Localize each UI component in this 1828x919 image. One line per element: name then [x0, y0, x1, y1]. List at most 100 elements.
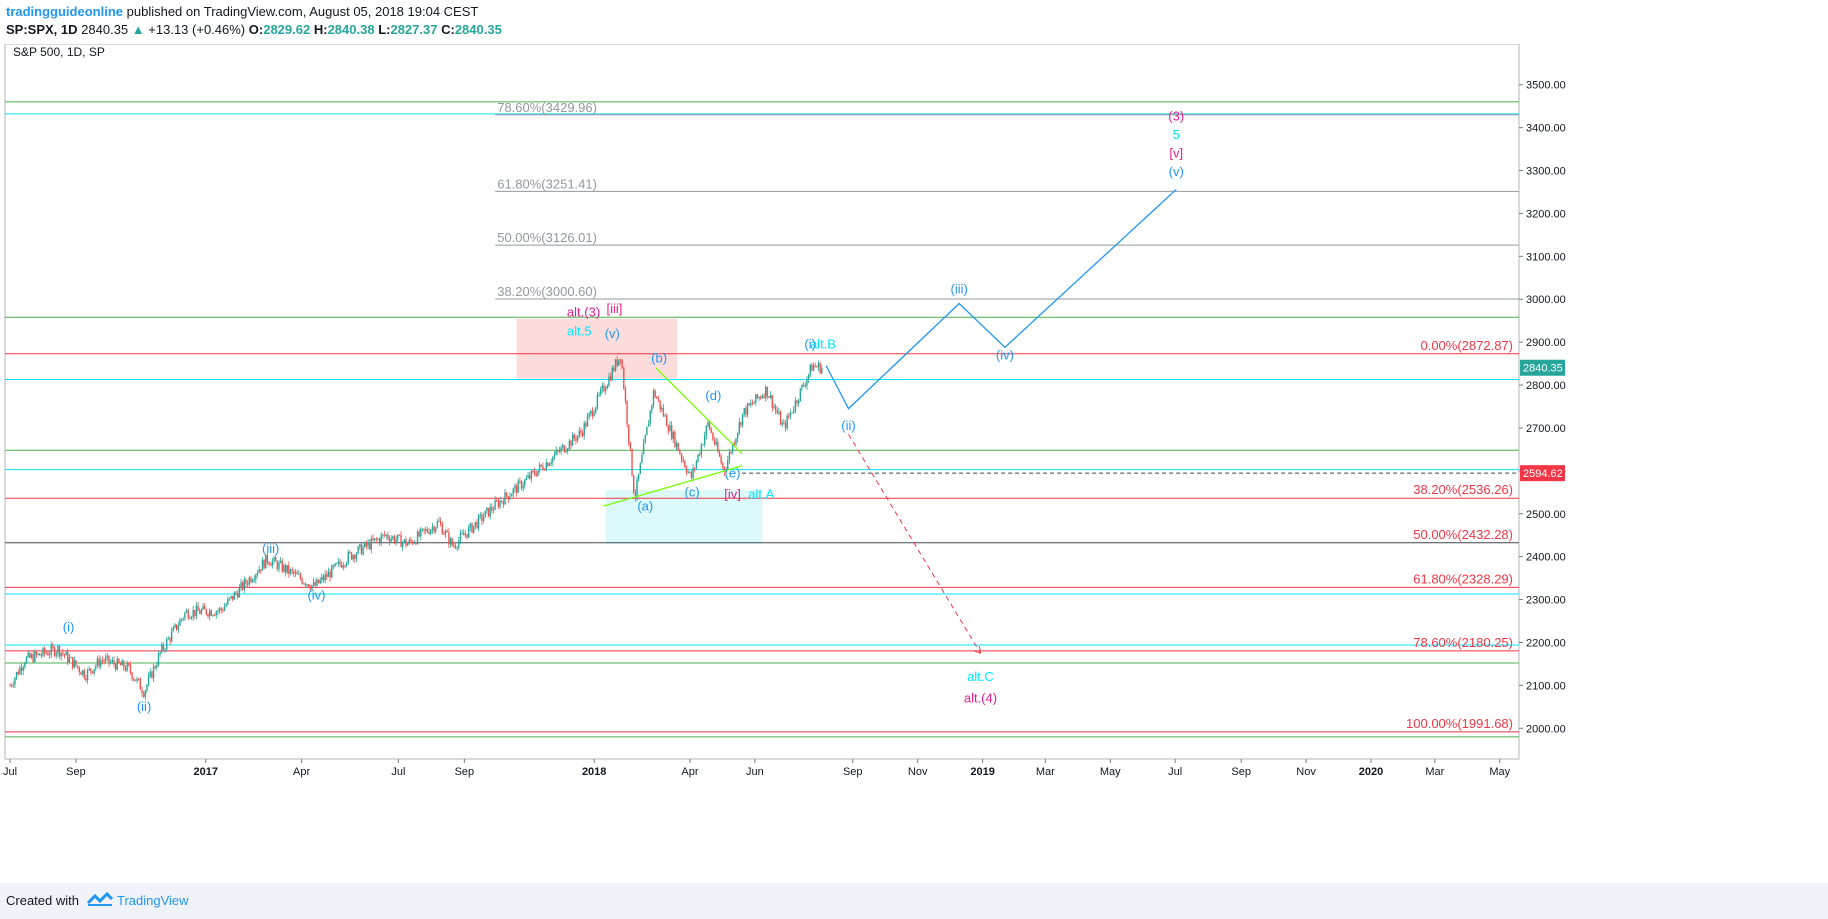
candle — [113, 660, 115, 665]
candle — [593, 412, 595, 417]
candle — [532, 470, 534, 472]
x-tick-label: Sep — [455, 766, 475, 778]
x-tick-label: May — [1100, 766, 1121, 778]
y-tick-label: 2300.00 — [1526, 595, 1566, 607]
candle — [359, 544, 361, 547]
candle — [443, 533, 445, 535]
candle — [228, 597, 231, 600]
wave-label: alt.(3) — [567, 304, 600, 319]
candle — [347, 551, 349, 563]
candle — [57, 646, 59, 653]
wave-label: (i) — [63, 620, 75, 635]
wave-label: [iii] — [606, 301, 622, 316]
candle — [451, 538, 453, 546]
open-value: 2829.62 — [263, 22, 311, 37]
candle — [218, 608, 221, 611]
candle — [250, 577, 252, 582]
candle — [542, 466, 544, 470]
candle — [133, 679, 135, 681]
candle — [618, 359, 620, 366]
candle — [108, 655, 110, 663]
y-tick-label: 2800.00 — [1526, 380, 1566, 392]
candle — [674, 431, 676, 447]
candle — [98, 658, 100, 667]
candle — [552, 456, 554, 463]
wave-label: (v) — [1169, 164, 1184, 179]
candle — [555, 450, 557, 455]
candle — [258, 569, 260, 573]
candle — [804, 385, 806, 387]
candle — [278, 562, 280, 570]
x-tick-label: 2017 — [194, 766, 218, 778]
candle — [105, 657, 107, 662]
candle — [45, 653, 47, 655]
candle — [301, 578, 303, 584]
candle — [266, 554, 269, 563]
candle — [727, 460, 729, 470]
x-tick-label: 2019 — [970, 766, 994, 778]
candle — [598, 394, 600, 396]
candle — [666, 415, 668, 427]
candle — [740, 422, 742, 426]
candle — [547, 462, 549, 467]
author-link[interactable]: tradingguideonline — [6, 4, 123, 19]
price-chart[interactable]: 78.60%(3429.96) 61.80%(3251.41) 50.00%(312… — [0, 44, 1828, 883]
candle — [472, 525, 475, 533]
candle — [109, 661, 112, 663]
candle — [241, 582, 244, 590]
y-tick-label: 3400.00 — [1526, 123, 1566, 135]
candle — [735, 438, 737, 445]
candle — [398, 534, 401, 536]
candle — [131, 672, 133, 680]
candle — [43, 648, 46, 654]
candle — [672, 431, 674, 440]
candle — [530, 470, 533, 479]
candle — [12, 684, 14, 686]
candle — [776, 409, 778, 414]
candle — [392, 536, 394, 539]
candle — [438, 520, 440, 522]
candle — [40, 655, 43, 657]
candle — [773, 406, 775, 408]
candle — [327, 571, 330, 577]
wave-label: (iv) — [307, 588, 325, 603]
y-tick-label: 2000.00 — [1526, 723, 1566, 735]
candle — [763, 395, 765, 398]
candle — [464, 534, 467, 536]
wave-label: [v] — [1169, 146, 1183, 161]
candle — [468, 527, 470, 538]
candle — [613, 367, 615, 371]
candle — [149, 671, 151, 677]
candle — [322, 576, 325, 581]
candle — [324, 574, 326, 581]
candle — [507, 496, 509, 500]
x-tick-label: 2020 — [1359, 766, 1383, 778]
candle — [373, 538, 376, 541]
candle — [439, 520, 442, 524]
candle — [205, 609, 208, 615]
candle — [142, 693, 145, 697]
tradingview-logo-icon[interactable] — [86, 891, 114, 907]
candle — [611, 367, 613, 381]
candle — [741, 413, 744, 426]
candle — [91, 671, 94, 674]
candle — [560, 447, 562, 452]
candle — [631, 448, 633, 476]
candle — [60, 652, 62, 657]
candle — [370, 538, 373, 550]
candle — [654, 390, 656, 398]
candle — [769, 395, 772, 398]
y-tick-label: 2900.00 — [1526, 337, 1566, 349]
candle — [784, 422, 787, 429]
candle — [571, 434, 574, 446]
candle — [718, 451, 721, 457]
candle — [819, 363, 821, 374]
candle — [96, 658, 99, 666]
candle — [53, 647, 56, 656]
candle — [621, 360, 623, 369]
fib-retracement-label: 0.00%(2872.87) — [1420, 338, 1513, 353]
tradingview-link[interactable]: TradingView — [117, 893, 189, 908]
publish-line: tradingguideonline published on TradingV… — [6, 4, 478, 19]
candle — [151, 671, 153, 679]
candle — [413, 542, 415, 544]
